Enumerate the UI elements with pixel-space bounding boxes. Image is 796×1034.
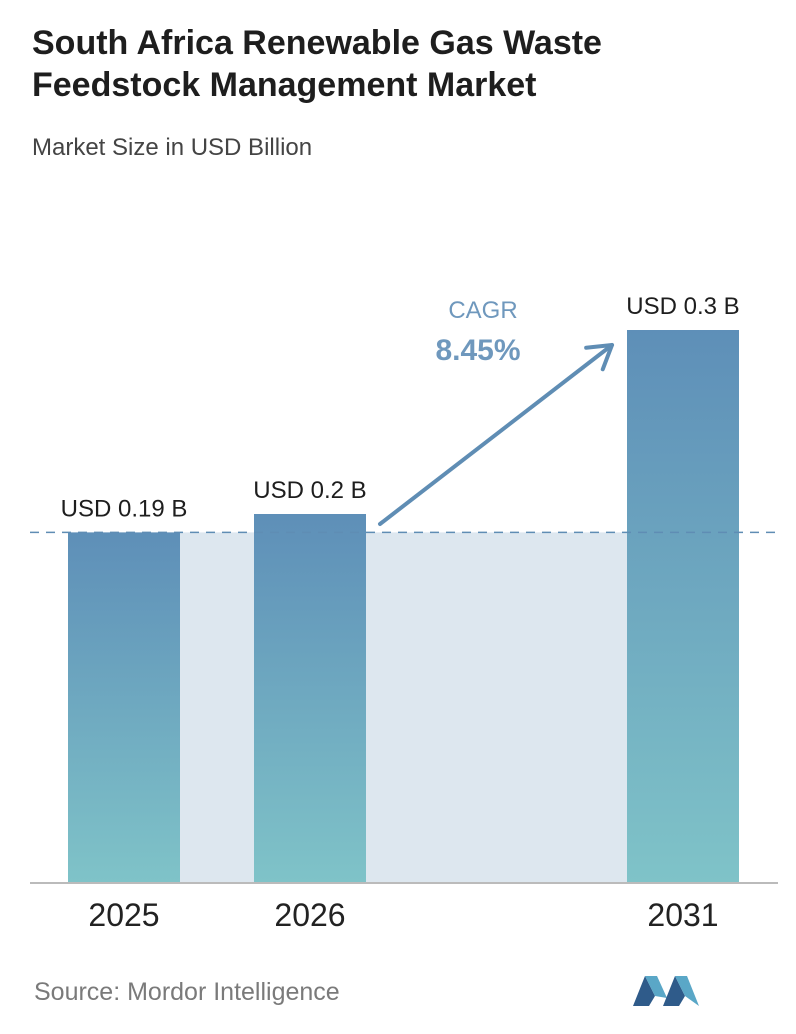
chart-subtitle: Market Size in USD Billion [32, 134, 313, 161]
bar-2025 [68, 532, 180, 882]
cagr-label: CAGR [448, 297, 517, 324]
cagr-value: 8.45% [435, 334, 520, 367]
data-label-2026: USD 0.2 B [253, 477, 366, 504]
bar-chart: USD 0.19 B 2025 USD 0.2 B 2026 USD 0.3 B 2031… [30, 293, 780, 933]
x-tick-label-2031: 2031 [647, 897, 718, 933]
x-tick-label-2025: 2025 [88, 897, 159, 933]
chart-title: South Africa Renewable Gas Waste Feedsto… [32, 24, 602, 104]
data-label-2031: USD 0.3 B [626, 293, 739, 320]
cagr-arrow-line [378, 343, 614, 526]
data-label-2025: USD 0.19 B [61, 495, 188, 522]
mordor-intelligence-logo-icon [633, 976, 699, 1006]
bar-2031 [627, 330, 739, 882]
bar-2026 [254, 514, 366, 882]
source-credit: Source: Mordor Intelligence [34, 978, 340, 1006]
cagr-arrow-head-icon [584, 343, 614, 372]
x-tick-label-2026: 2026 [274, 897, 345, 933]
